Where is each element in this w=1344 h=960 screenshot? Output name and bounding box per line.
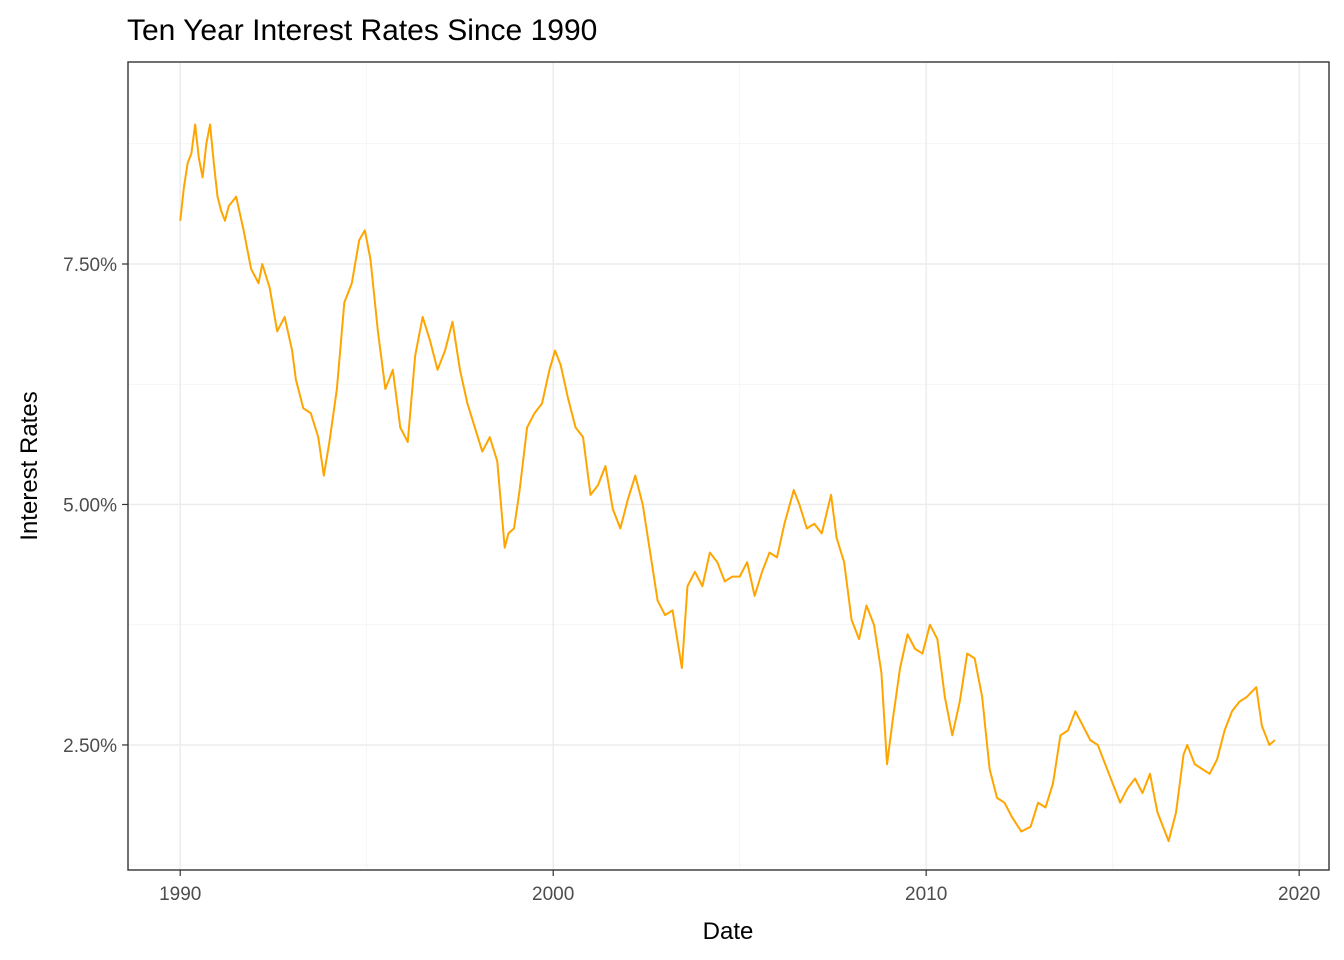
- series-line-0: [179, 123, 1276, 843]
- x-tick-label: 1990: [159, 884, 201, 905]
- y-tick-label: 5.00%: [63, 495, 117, 516]
- y-axis: 2.50% 5.00% 7.50%: [63, 255, 128, 757]
- x-axis: 1990 2000 2010 2020: [159, 870, 1320, 905]
- plot-panel-border: [127, 61, 1330, 871]
- x-tick-label: 2000: [532, 884, 574, 905]
- x-axis-title: Date: [703, 918, 754, 945]
- series-layer: [179, 123, 1276, 843]
- y-tick-label: 7.50%: [63, 255, 117, 276]
- chart-title: Ten Year Interest Rates Since 1990: [127, 14, 597, 47]
- x-tick-label: 2020: [1278, 884, 1320, 905]
- y-tick-label: 2.50%: [63, 736, 117, 757]
- x-tick-label: 2010: [905, 884, 947, 905]
- y-axis-title: Interest Rates: [16, 391, 43, 540]
- grid-lines: [128, 62, 1329, 870]
